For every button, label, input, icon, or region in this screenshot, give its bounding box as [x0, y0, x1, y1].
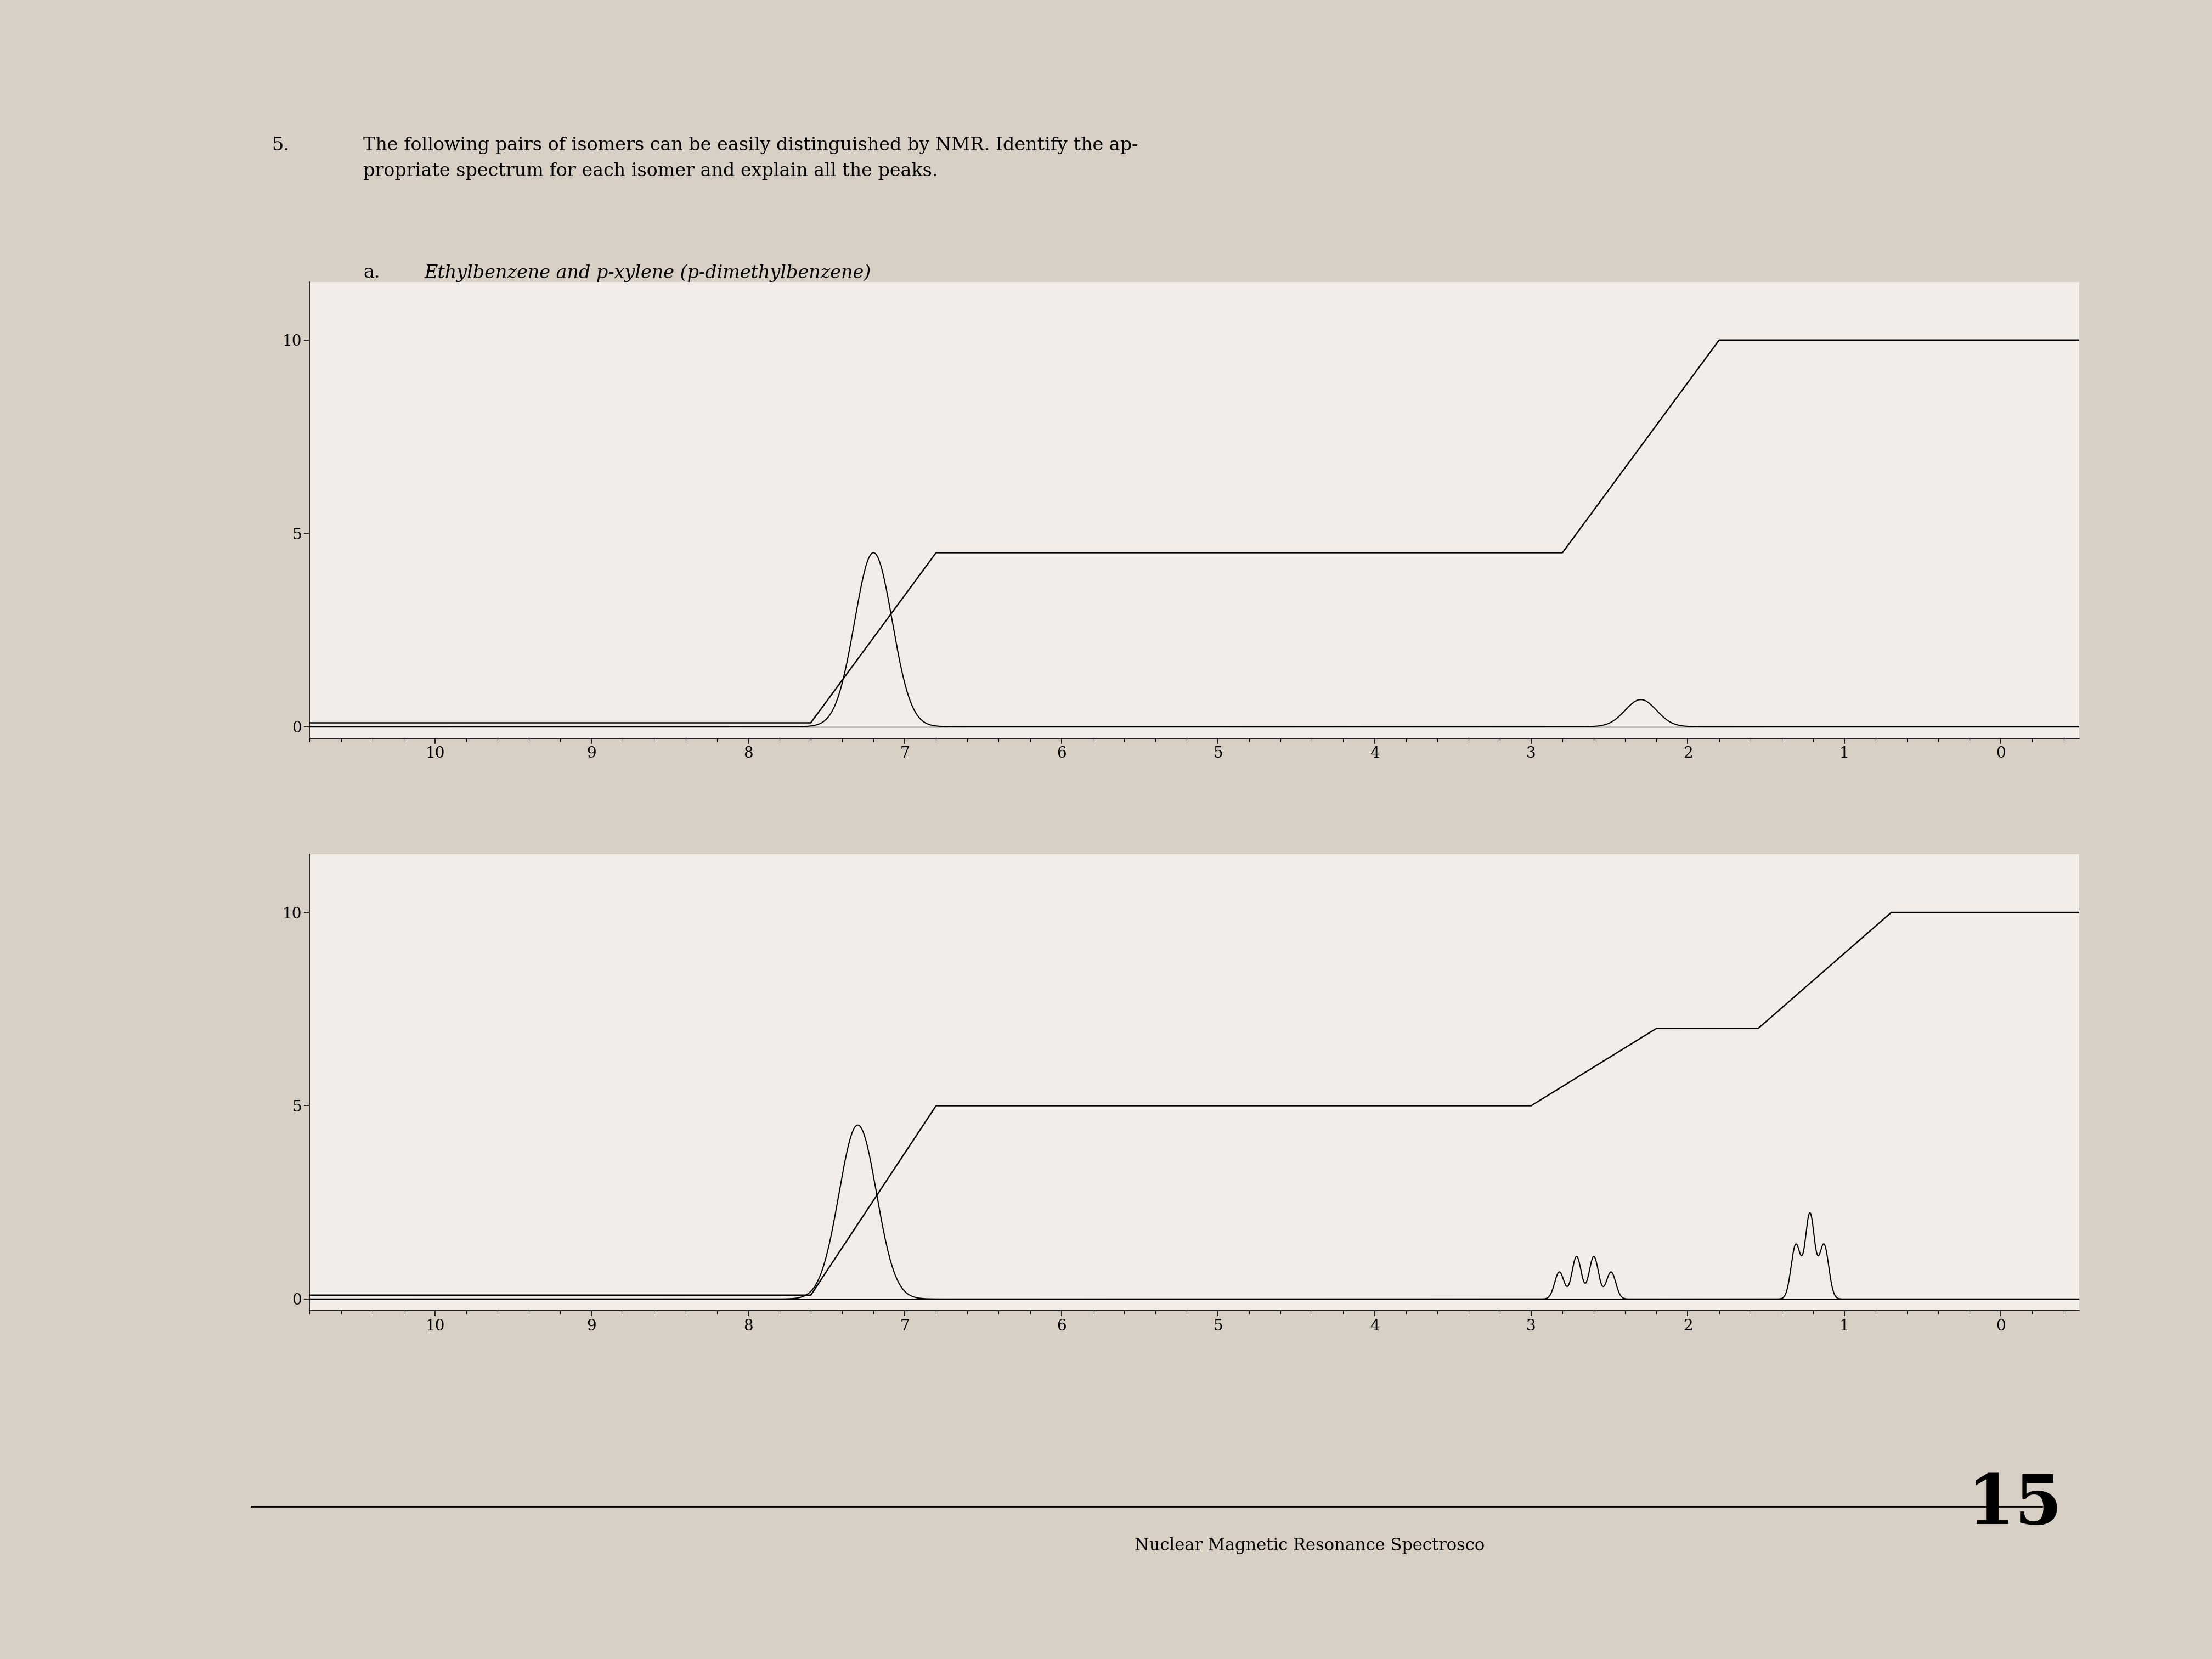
Text: 5.: 5.	[272, 136, 290, 154]
Text: The following pairs of isomers can be easily distinguished by NMR. Identify the : The following pairs of isomers can be ea…	[363, 136, 1139, 181]
Text: 15: 15	[1966, 1472, 2062, 1538]
Text: a.: a.	[363, 264, 380, 282]
Text: Nuclear Magnetic Resonance Spectrosco: Nuclear Magnetic Resonance Spectrosco	[1135, 1538, 1484, 1554]
Text: Ethylbenzene and p-xylene (p-dimethylbenzene): Ethylbenzene and p-xylene (p-dimethylben…	[425, 264, 872, 282]
